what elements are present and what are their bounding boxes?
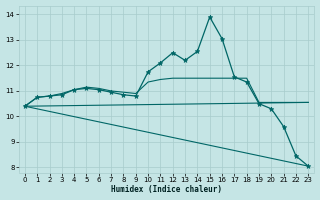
X-axis label: Humidex (Indice chaleur): Humidex (Indice chaleur) — [111, 185, 222, 194]
